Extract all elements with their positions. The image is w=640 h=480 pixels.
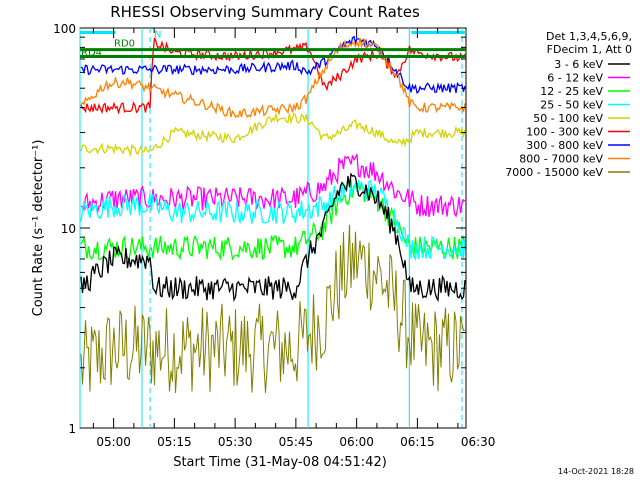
y-tick-label: 10 [61, 222, 76, 236]
flag-label-rd4: RD4 [81, 48, 102, 59]
y-tick-label: 1 [68, 422, 76, 436]
series-line-3 [80, 178, 466, 262]
x-tick-label: 05:45 [279, 435, 314, 449]
legend-label: 7000 - 15000 keV [505, 166, 603, 179]
legend-label: 12 - 25 keV [540, 85, 603, 98]
legend: Det 1,3,4,5,6,9, FDecim 1, Att 0 3 - 6 k… [505, 30, 632, 179]
legend-label: 300 - 800 keV [526, 139, 603, 152]
timestamp: 14-Oct-2021 18:28 [558, 467, 634, 476]
series-line-0 [80, 172, 466, 303]
y-tick-label: 100 [53, 22, 76, 36]
flag-label-rd0: RD0 [114, 39, 135, 50]
legend-label: 50 - 100 keV [533, 112, 603, 125]
x-tick-label: 06:15 [400, 435, 435, 449]
flag-label-n: N [154, 29, 161, 40]
series-line-1 [80, 154, 466, 218]
plot-area: N RD0 RD4 1 10 100 05:00 05:15 05:30 05:45 06:00… [53, 22, 495, 449]
legend-label: 3 - 6 keV [554, 58, 603, 71]
legend-label: 800 - 7000 keV [519, 153, 603, 166]
data-series [80, 35, 466, 393]
legend-label: 25 - 50 keV [540, 99, 603, 112]
x-tick-label: 05:00 [96, 435, 131, 449]
legend-label: 6 - 12 keV [547, 72, 603, 85]
series-line-6 [80, 35, 466, 94]
legend-label: 100 - 300 keV [526, 126, 603, 139]
x-tick-label: 05:15 [157, 435, 192, 449]
y-axis: 1 10 100 [53, 22, 466, 436]
x-tick-label: 06:00 [339, 435, 374, 449]
legend-header-line-1: Det 1,3,4,5,6,9, [546, 30, 632, 43]
series-line-8 [80, 224, 466, 393]
x-tick-label: 06:30 [461, 435, 496, 449]
chart-title: RHESSI Observing Summary Count Rates [110, 3, 420, 21]
flag-bars: N RD0 RD4 [80, 29, 466, 59]
series-line-4 [80, 112, 466, 158]
x-tick-label: 05:30 [218, 435, 253, 449]
legend-header-line-2: FDecim 1, Att 0 [547, 43, 632, 56]
series-line-2 [80, 179, 466, 261]
series-line-7 [80, 37, 466, 119]
x-axis-label: Start Time (31-May-08 04:51:42) [173, 455, 387, 470]
x-axis: 05:00 05:15 05:30 05:45 06:00 06:15 06:30 [92, 28, 496, 449]
y-axis-label: Count Rate (s⁻¹ detector⁻¹) [31, 140, 46, 317]
